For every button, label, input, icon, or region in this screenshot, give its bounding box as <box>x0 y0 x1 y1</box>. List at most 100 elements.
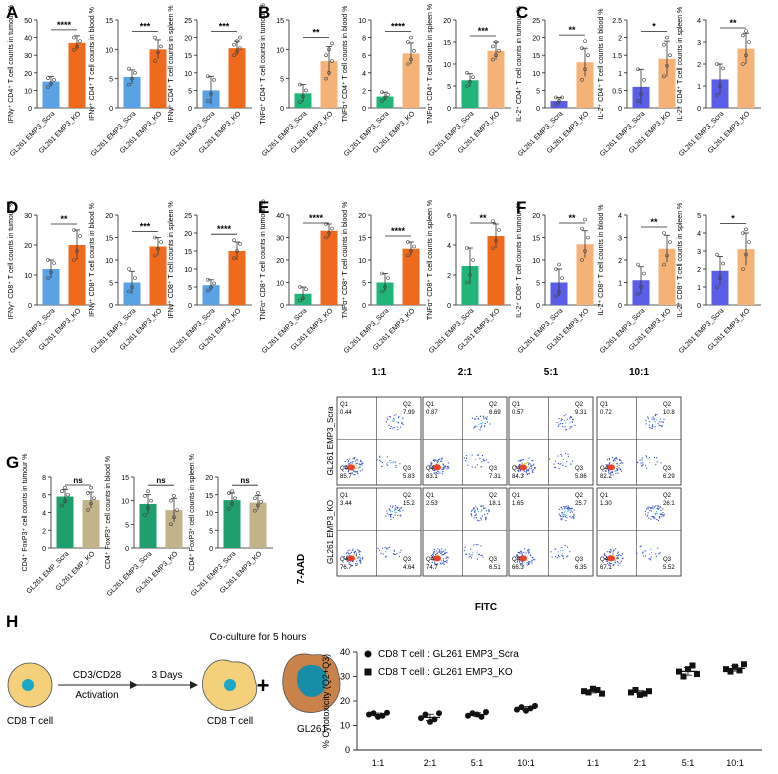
y-tick-label: 5 <box>209 528 213 535</box>
y-tick-label: 5 <box>188 88 192 95</box>
data-point <box>639 92 643 96</box>
data-point <box>175 508 179 512</box>
quadrant-name: Q2 <box>663 493 672 499</box>
event-dot <box>567 508 569 510</box>
event-dot <box>388 415 390 418</box>
event-dot <box>348 470 350 472</box>
event-dot <box>565 465 567 467</box>
event-dot <box>386 456 388 458</box>
y-tick-label: 10 <box>358 18 366 25</box>
event-dot <box>470 548 472 550</box>
event-dot <box>394 553 396 556</box>
y-tick-label: 10 <box>24 88 32 95</box>
event-dot <box>389 416 391 418</box>
event-dot <box>476 415 478 417</box>
data-point <box>232 42 236 47</box>
event-dot <box>569 551 571 553</box>
cyto-x-tick-label: 1:1 <box>372 758 385 768</box>
cyto-point-square <box>680 673 687 680</box>
event-dot <box>562 555 564 557</box>
cyto-point-circle <box>465 712 471 719</box>
event-dot <box>521 462 523 464</box>
cyto-point-circle <box>427 718 433 725</box>
data-point <box>383 285 387 289</box>
event-dot <box>398 509 401 511</box>
event-dot <box>621 553 623 555</box>
y-tick-label: 15 <box>105 18 113 25</box>
y-tick-label: 3 <box>697 40 701 47</box>
y-axis-label: IL-2⁺ CD4⁺ T cell counts in tumour % <box>516 6 523 122</box>
event-dot <box>654 413 656 415</box>
cyto-x-tick-label: 10:1 <box>726 758 744 768</box>
event-dot <box>621 558 623 560</box>
event-dot <box>353 551 355 553</box>
event-dot <box>397 421 399 423</box>
event-dot <box>566 514 568 517</box>
flow-y-axis-label: 7-AAD <box>296 554 307 585</box>
quadrant-name: Q1 <box>600 402 609 408</box>
y-tick-label: 30 <box>24 213 32 220</box>
event-dot <box>616 555 618 557</box>
event-dot <box>484 426 486 428</box>
event-dot <box>352 560 354 562</box>
event-dot <box>397 509 399 512</box>
cyto-x-tick-label: 5:1 <box>682 758 695 768</box>
y-tick-label: 20 <box>184 36 192 43</box>
event-dot <box>343 557 345 559</box>
x-tick-label: GL261 EMP3_Scra <box>9 110 57 158</box>
event-dot <box>612 474 614 476</box>
cyto-x-tick-label: 1:1 <box>587 758 600 768</box>
event-dot <box>616 558 618 560</box>
y-tick-label: 5 <box>109 281 113 288</box>
y-tick-label: 20 <box>532 36 540 43</box>
significance-label: ns <box>73 476 83 485</box>
event-dot <box>530 555 532 557</box>
event-dot <box>390 513 392 515</box>
event-dot <box>610 472 612 474</box>
event-dot <box>433 551 435 553</box>
data-point <box>304 287 308 292</box>
event-dot <box>616 556 618 558</box>
x-tick-label: GL261 EMP3_Scra <box>678 307 726 355</box>
cyto-point-circle <box>379 712 386 719</box>
data-point <box>491 246 495 250</box>
event-dot <box>344 464 346 466</box>
event-dot <box>622 462 624 464</box>
data-point <box>206 288 210 293</box>
event-dot <box>563 419 565 421</box>
event-dot <box>528 463 530 465</box>
event-dot <box>463 457 465 459</box>
event-dot <box>485 517 487 519</box>
x-tick-label: GL261 EMP3_Scra <box>106 550 154 598</box>
event-dot <box>387 461 389 463</box>
flow-column-header: 10:1 <box>629 367 649 378</box>
data-point <box>662 231 666 235</box>
event-dot <box>527 552 529 554</box>
bar-chart-a-2: 0 5 10 15 20 25 IFNγ⁺ CD4⁺ T cell counts in sp… <box>168 5 252 158</box>
event-dot <box>560 519 562 521</box>
event-dot <box>566 507 568 509</box>
event-dot <box>349 549 351 551</box>
event-dot <box>516 557 519 559</box>
event-dot <box>565 452 567 454</box>
x-tick-label: GL261 EMP3_Scra <box>428 307 476 355</box>
significance-label: ns <box>156 476 166 485</box>
event-dot <box>440 458 442 460</box>
y-axis-label: IL-2⁺ CD8⁺ T cell counts in spleen % <box>677 203 684 318</box>
event-dot <box>564 514 566 516</box>
event-dot <box>611 471 613 473</box>
event-dot <box>376 459 378 461</box>
quadrant-value: 0.87 <box>426 410 438 416</box>
data-point <box>169 498 173 503</box>
significance-label: **** <box>391 22 406 32</box>
event-dot <box>443 467 445 469</box>
event-dot <box>359 556 361 558</box>
density-hotspot <box>347 464 355 471</box>
data-point <box>153 253 157 258</box>
event-dot <box>662 421 664 423</box>
event-dot <box>618 464 620 466</box>
event-dot <box>569 511 572 513</box>
data-point <box>253 508 257 513</box>
event-dot <box>347 560 349 562</box>
flow-plot-r0-c0: Q1 0.44 Q2 7.99 Q3 5.83 Q4 85.7 <box>336 396 422 486</box>
